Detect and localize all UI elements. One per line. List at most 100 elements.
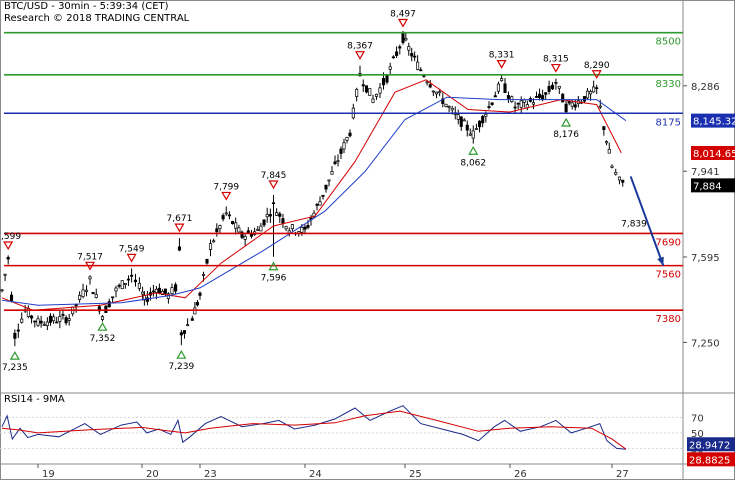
candle-body — [55, 321, 59, 324]
candle-body — [265, 214, 269, 218]
swing-high-marker — [221, 191, 232, 201]
candle-body — [104, 305, 108, 313]
last-low-label: 7,839 — [621, 220, 647, 230]
candle-body — [610, 165, 614, 168]
time-tick-label: 27 — [616, 469, 629, 480]
candle-body — [465, 124, 469, 131]
candle-body — [287, 230, 291, 234]
candle-body — [585, 90, 590, 99]
candle-body — [474, 128, 478, 130]
candle-body — [36, 318, 40, 326]
candle-body — [160, 291, 164, 295]
candle-body — [137, 282, 141, 289]
candle-body — [573, 104, 577, 108]
candle-body — [88, 276, 92, 280]
candle-body — [3, 273, 7, 276]
candle-body — [324, 184, 328, 190]
candle-body — [321, 194, 325, 197]
candle-body — [459, 116, 463, 127]
candle-body — [617, 176, 622, 181]
swing-high-label: 8,315 — [543, 55, 569, 65]
price-tag-label: 7,884 — [693, 181, 722, 192]
candle-body — [133, 279, 138, 283]
candle-body — [208, 243, 213, 250]
candle-body — [117, 284, 121, 287]
candle-body — [621, 179, 625, 183]
candle-body — [268, 214, 272, 217]
candle-body — [91, 292, 95, 295]
candle-body — [481, 115, 485, 124]
swing-high-marker — [126, 253, 137, 263]
rsi-value-tag-label: 28.8825 — [689, 455, 730, 466]
candle-body — [290, 224, 294, 230]
candle-body — [221, 215, 225, 220]
candle-body — [306, 225, 310, 228]
rsi-tick-label: 50 — [691, 429, 704, 440]
price-tick-label: 7,250 — [691, 338, 720, 349]
swing-high-marker — [591, 70, 602, 79]
candle-body — [190, 318, 194, 321]
swing-high-marker — [496, 60, 507, 69]
candle-body — [388, 66, 392, 70]
candle-body — [595, 87, 599, 89]
candle-body — [13, 332, 17, 339]
swing-high-marker — [397, 18, 409, 28]
swing-low-label: 7,352 — [90, 334, 116, 344]
candle-body — [243, 236, 247, 240]
candle-body — [447, 106, 451, 108]
candle-body — [0, 289, 4, 292]
candle-body — [471, 130, 475, 139]
swing-high-label: 7,599 — [0, 232, 21, 242]
candle-body — [262, 219, 266, 226]
candle-body — [6, 256, 10, 260]
candle-body — [339, 148, 343, 154]
level-label-7690: 7690 — [656, 237, 681, 248]
candle-body — [444, 103, 448, 107]
candle-body — [605, 141, 609, 144]
candle-body — [94, 294, 98, 298]
candle-body — [42, 324, 46, 326]
rsi-label: RSI14 - 9MA — [4, 394, 65, 405]
candle-body — [503, 83, 507, 93]
candle-body — [450, 107, 454, 111]
candle-body — [522, 99, 526, 103]
level-label-7560: 7560 — [656, 270, 681, 281]
candle-body — [170, 287, 174, 294]
swing-high-label: 8,497 — [390, 9, 416, 19]
rsi-value-tag-label: 28.9472 — [689, 440, 730, 451]
candle-body — [428, 84, 432, 88]
candle-body — [315, 204, 319, 206]
candle-body — [177, 246, 181, 251]
candle-body — [364, 85, 369, 93]
candle-body — [246, 230, 250, 234]
candle-body — [378, 87, 382, 94]
candle-body — [404, 37, 408, 41]
candle-body — [410, 53, 414, 57]
price-tick-label: 7,941 — [691, 167, 720, 178]
swing-low-marker — [561, 117, 572, 127]
candle-body — [195, 302, 199, 306]
candle-body — [478, 120, 482, 128]
candle-body — [198, 292, 202, 296]
candle-body — [371, 98, 375, 103]
candle-body — [174, 284, 178, 292]
candle-body — [39, 320, 43, 324]
candle-body — [598, 105, 602, 108]
candle-body — [64, 317, 68, 324]
chart-title: BTC/USD - 30min - 5:39:34 (CET) — [4, 1, 169, 12]
candle-body — [163, 288, 167, 294]
price-tick-label: 8,286 — [691, 82, 720, 93]
candle-body — [151, 290, 155, 293]
candle-body — [434, 91, 439, 95]
candle-body — [441, 98, 445, 104]
candle-body — [425, 81, 429, 84]
candle-body — [67, 318, 71, 321]
candle-body — [84, 289, 89, 292]
candle-body — [318, 201, 322, 206]
candle-body — [431, 90, 435, 93]
candle-body — [607, 148, 611, 154]
candle-body — [342, 142, 346, 150]
candle-body — [519, 100, 523, 108]
